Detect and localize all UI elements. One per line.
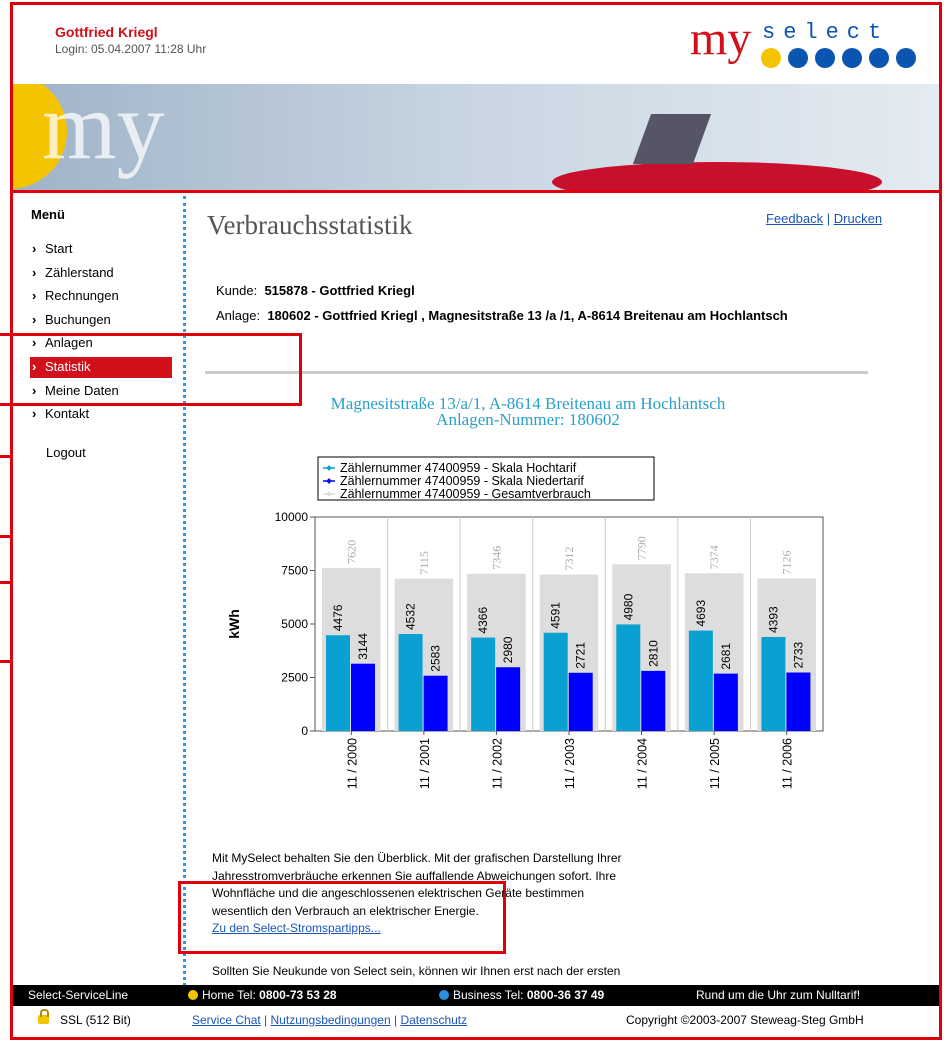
menu-arrow: › [32, 359, 36, 374]
paragraph-line: wesentlich den Verbrauch an elektrischer… [212, 904, 479, 918]
menu-item[interactable]: Buchungen [45, 312, 111, 327]
menu-item[interactable]: Start [45, 241, 72, 256]
paragraph-line: Wohnfläche und die angeschlossenen elekt… [212, 886, 584, 900]
menu-arrow: › [32, 335, 36, 350]
paragraph-line: Jahresstromverbräuche erkennen Sie auffa… [212, 869, 616, 883]
menu-arrow: › [32, 241, 36, 256]
menu-item[interactable]: Rechnungen [45, 288, 119, 303]
menu-item[interactable]: Anlagen [45, 335, 93, 350]
menu-arrow: › [32, 288, 36, 303]
menu-item[interactable]: Statistik [45, 359, 91, 374]
menu-item[interactable]: Kontakt [45, 406, 89, 421]
menu-arrow: › [32, 312, 36, 327]
annotation-box [0, 581, 13, 663]
annotation-box [0, 455, 13, 538]
annotation-line [10, 190, 942, 193]
menu-arrow: › [32, 383, 36, 398]
menu-arrow: › [32, 406, 36, 421]
menu-arrow: › [32, 265, 36, 280]
paragraph-line: Mit MySelect behalten Sie den Überblick.… [212, 851, 622, 865]
page: {"header": {"user_name": "Gottfried Krie… [0, 0, 944, 1042]
menu-item[interactable]: Meine Daten [45, 383, 119, 398]
menu-item[interactable]: Zählerstand [45, 265, 114, 280]
